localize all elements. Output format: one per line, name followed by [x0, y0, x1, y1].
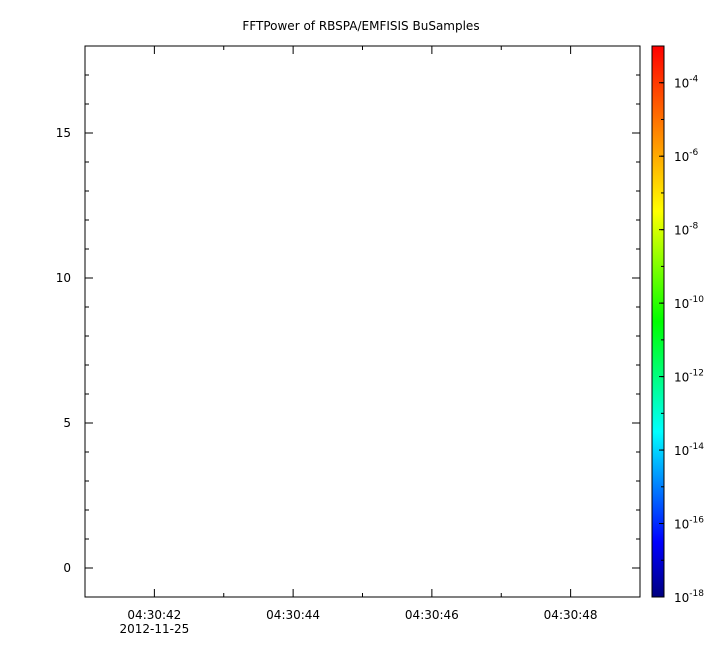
colorbar-tick-label: 10-16 [674, 516, 704, 532]
plot-frame [84, 45, 641, 598]
colorbar-tick-label: 10-14 [674, 442, 704, 458]
y-tick-label: 15 [56, 126, 71, 140]
colorbar-tick-label: 10-4 [674, 75, 699, 91]
y-tick-label: 0 [63, 561, 71, 575]
colorbar-tick-label: 10-18 [674, 589, 704, 605]
colorbar-gradient [651, 45, 665, 598]
colorbar-tick-label: 10-10 [674, 295, 704, 311]
x-tick-sublabel: 2012-11-25 [120, 622, 190, 636]
x-tick-label: 04:30:46 [405, 608, 459, 622]
x-tick-label: 04:30:44 [266, 608, 320, 622]
chart-title: FFTPower of RBSPA/EMFISIS BuSamples [242, 19, 479, 33]
y-tick-label: 5 [63, 416, 71, 430]
colorbar-tick-label: 10-12 [674, 369, 704, 385]
colorbar: 10-4 10-6 10-8 10-10 10-12 10-14 10-16 10-18 [651, 45, 704, 605]
x-tick-label: 04:30:48 [544, 608, 598, 622]
colorbar-tick-label: 10-8 [674, 222, 699, 238]
colorbar-tick-label: 10-6 [674, 148, 699, 164]
x-tick-label: 04:30:42 [127, 608, 181, 622]
y-tick-label: 10 [56, 271, 71, 285]
